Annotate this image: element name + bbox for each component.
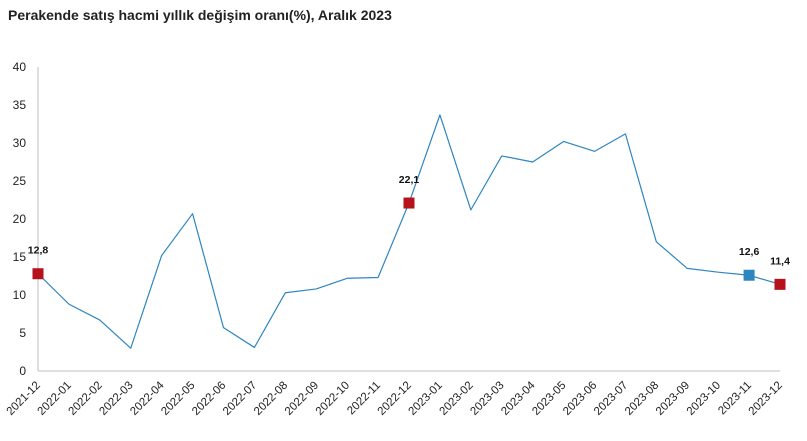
data-point-marker [403, 197, 415, 209]
y-tick-label: 15 [13, 250, 27, 264]
x-tick-label: 2022-10 [314, 379, 352, 417]
data-point-marker [32, 268, 44, 280]
y-tick-label: 10 [13, 288, 27, 302]
x-tick-label: 2023-10 [685, 379, 723, 417]
x-tick-label: 2023-12 [747, 379, 785, 417]
chart-title: Perakende satış hacmi yıllık değişim ora… [8, 7, 392, 23]
y-tick-label: 0 [19, 364, 26, 378]
y-tick-label: 40 [13, 60, 27, 74]
data-point-marker [774, 278, 786, 290]
y-tick-label: 20 [13, 212, 27, 226]
y-tick-label: 35 [13, 98, 27, 112]
y-tick-label: 30 [13, 136, 27, 150]
y-tick-label: 5 [19, 326, 26, 340]
data-label: 22,1 [399, 174, 420, 186]
data-point-marker [743, 269, 755, 281]
y-tick-label: 25 [13, 174, 27, 188]
data-label: 12,8 [28, 245, 49, 257]
data-label: 11,4 [770, 255, 790, 267]
data-label: 12,6 [739, 246, 760, 258]
series-line [37, 114, 781, 349]
